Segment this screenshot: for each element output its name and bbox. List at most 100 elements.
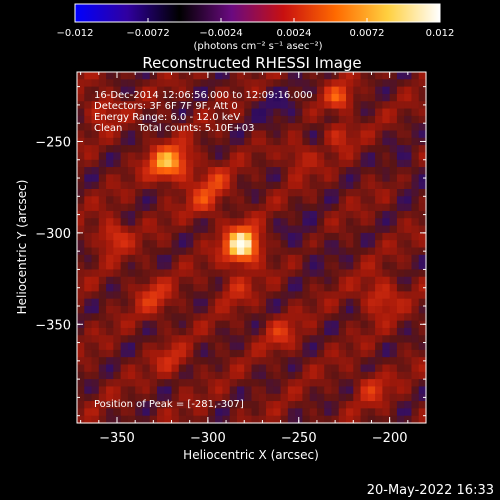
heatmap-cell	[135, 327, 144, 336]
heatmap-cell	[309, 159, 318, 168]
heatmap-cell	[229, 232, 238, 241]
heatmap-cell	[84, 232, 93, 241]
heatmap-cell	[113, 408, 122, 417]
heatmap-cell	[156, 327, 165, 336]
heatmap-cell	[273, 174, 282, 183]
heatmap-cell	[309, 254, 318, 263]
heatmap-cell	[135, 79, 144, 88]
heatmap-cell	[280, 364, 289, 373]
heatmap-cell	[127, 386, 136, 395]
heatmap-cell	[316, 174, 325, 183]
heatmap-cell	[178, 108, 187, 117]
heatmap-cell	[266, 225, 274, 234]
heatmap-cell	[346, 203, 354, 212]
heatmap-cell	[331, 357, 340, 366]
heatmap-cell	[193, 284, 202, 292]
heatmap-cell	[222, 269, 231, 278]
heatmap-cell	[120, 210, 129, 219]
heatmap-cell	[273, 401, 282, 409]
heatmap-cell	[229, 306, 238, 314]
heatmap-cell	[316, 327, 325, 336]
heatmap-cell	[142, 313, 151, 322]
heatmap-cell	[91, 342, 100, 351]
heatmap-cell	[120, 254, 129, 263]
heatmap-cell	[127, 371, 136, 380]
heatmap-cell	[142, 298, 151, 307]
heatmap-cell	[353, 371, 362, 380]
heatmap-cell	[360, 393, 369, 402]
heatmap-cell	[251, 101, 260, 110]
heatmap-cell	[200, 108, 209, 117]
heatmap-cell	[346, 371, 354, 380]
heatmap-cell	[316, 108, 325, 117]
heatmap-cell	[98, 401, 107, 409]
heatmap-cell	[360, 291, 369, 300]
heatmap-cell	[106, 86, 114, 95]
heatmap-cell	[142, 269, 151, 278]
heatmap-cell	[302, 181, 311, 190]
heatmap-cell	[142, 291, 151, 300]
heatmap-cell	[98, 72, 107, 80]
heatmap-cell	[193, 108, 202, 117]
heatmap-cell	[382, 159, 391, 168]
heatmap-cell	[156, 130, 165, 139]
heatmap-cell	[127, 276, 136, 285]
heatmap-cell	[382, 86, 391, 95]
heatmap-cell	[149, 101, 158, 110]
heatmap-cell	[367, 291, 376, 300]
heatmap-cell	[287, 137, 296, 146]
heatmap-cell	[302, 152, 311, 161]
heatmap-cell	[156, 298, 165, 307]
heatmap-cell	[266, 101, 274, 110]
heatmap-cell	[200, 101, 209, 110]
heatmap-cell	[236, 269, 245, 278]
heatmap-cell	[331, 181, 340, 190]
heatmap-cell	[77, 181, 85, 190]
heatmap-cell	[200, 137, 209, 146]
heatmap-cell	[215, 254, 224, 263]
heatmap-cell	[229, 174, 238, 183]
heatmap-cell	[353, 379, 362, 388]
heatmap-cell	[215, 320, 224, 329]
heatmap-cell	[302, 335, 311, 344]
heatmap-cell	[229, 320, 238, 329]
heatmap-cell	[382, 313, 391, 322]
heatmap-cell	[142, 167, 151, 175]
heatmap-cell	[287, 298, 296, 307]
colorbar-tick-label: 0.0024	[277, 28, 312, 39]
heatmap-cell	[375, 386, 383, 395]
heatmap-cell	[338, 408, 347, 417]
heatmap-cell	[244, 364, 253, 373]
heatmap-cell	[142, 408, 151, 417]
heatmap-cell	[156, 269, 165, 278]
heatmap-cell	[287, 108, 296, 117]
heatmap-cell	[178, 93, 187, 102]
heatmap-cell	[113, 123, 122, 132]
heatmap-cell	[302, 269, 311, 278]
heatmap-cell	[316, 130, 325, 139]
heatmap-cell	[324, 357, 333, 366]
heatmap-cell	[266, 145, 274, 154]
heatmap-cell	[375, 357, 383, 366]
heatmap-cell	[244, 349, 253, 358]
heatmap-cell	[338, 79, 347, 88]
heatmap-cell	[367, 218, 376, 227]
heatmap-cell	[127, 210, 136, 219]
heatmap-cell	[382, 269, 391, 278]
heatmap-cell	[389, 276, 398, 285]
heatmap-cell	[171, 101, 180, 110]
heatmap-cell	[207, 291, 216, 300]
heatmap-cell	[215, 240, 224, 249]
heatmap-cell	[382, 327, 391, 336]
heatmap-cell	[84, 357, 93, 366]
heatmap-cell	[149, 254, 158, 263]
heatmap-cell	[404, 137, 413, 146]
heatmap-cell	[244, 371, 253, 380]
heatmap-cell	[346, 335, 354, 344]
heatmap-cell	[367, 101, 376, 110]
heatmap-cell	[411, 108, 420, 117]
heatmap-cell	[113, 93, 122, 102]
heatmap-cell	[215, 393, 224, 402]
heatmap-cell	[295, 174, 303, 183]
heatmap-cell	[353, 152, 362, 161]
